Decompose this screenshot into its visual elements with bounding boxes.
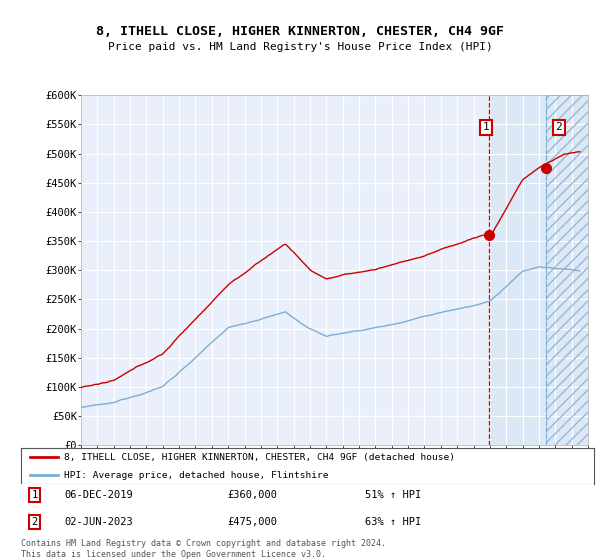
Bar [546, 95, 588, 445]
Text: £475,000: £475,000 [227, 517, 277, 528]
Text: Contains HM Land Registry data © Crown copyright and database right 2024.
This d: Contains HM Land Registry data © Crown c… [21, 539, 386, 559]
Text: 1: 1 [31, 490, 38, 500]
Text: £360,000: £360,000 [227, 490, 277, 500]
Text: 02-JUN-2023: 02-JUN-2023 [64, 517, 133, 528]
Bar [488, 95, 546, 445]
Text: 06-DEC-2019: 06-DEC-2019 [64, 490, 133, 500]
Bar [546, 95, 588, 445]
Text: 63% ↑ HPI: 63% ↑ HPI [365, 517, 421, 528]
Text: 1: 1 [483, 122, 490, 132]
Text: Price paid vs. HM Land Registry's House Price Index (HPI): Price paid vs. HM Land Registry's House … [107, 42, 493, 52]
Text: 2: 2 [556, 122, 562, 132]
Text: 51% ↑ HPI: 51% ↑ HPI [365, 490, 421, 500]
Text: 2: 2 [31, 517, 38, 528]
Text: 8, ITHELL CLOSE, HIGHER KINNERTON, CHESTER, CH4 9GF (detached house): 8, ITHELL CLOSE, HIGHER KINNERTON, CHEST… [64, 452, 455, 461]
Text: 8, ITHELL CLOSE, HIGHER KINNERTON, CHESTER, CH4 9GF: 8, ITHELL CLOSE, HIGHER KINNERTON, CHEST… [96, 25, 504, 38]
Text: HPI: Average price, detached house, Flintshire: HPI: Average price, detached house, Flin… [64, 471, 328, 480]
